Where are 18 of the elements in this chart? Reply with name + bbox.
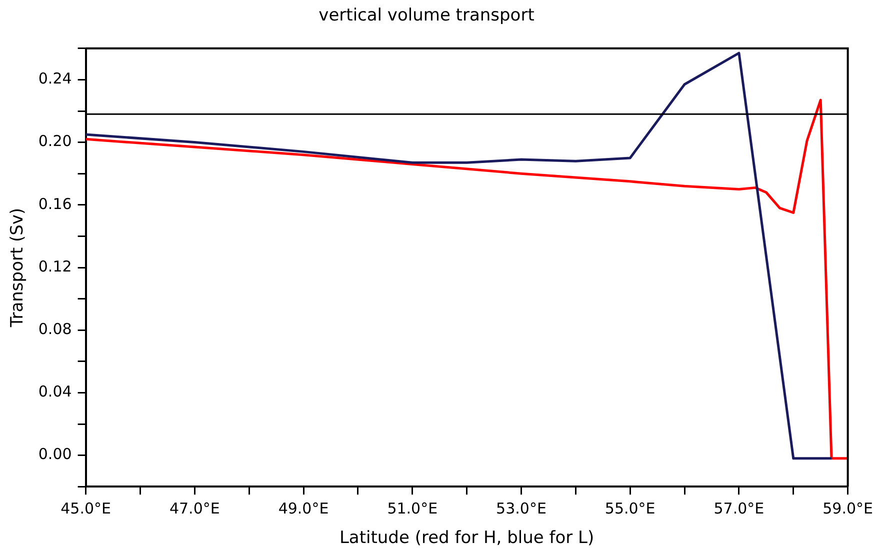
- x-tick-label: 51.0°E: [387, 499, 438, 518]
- y-tick-label: 0.08: [38, 320, 72, 338]
- x-tick-label: 49.0°E: [278, 499, 329, 518]
- y-tick-label: 0.16: [38, 194, 72, 213]
- y-tick-label: 0.12: [38, 257, 72, 276]
- y-tick-label: 0.00: [38, 445, 72, 464]
- y-tick-label: 0.04: [38, 382, 72, 401]
- x-tick-label: 53.0°E: [496, 499, 546, 518]
- chart-title: vertical volume transport: [318, 6, 535, 26]
- x-tick-label: 57.0°E: [714, 499, 764, 518]
- x-tick-label: 59.0°E: [822, 499, 874, 518]
- x-tick-label: 45.0°E: [60, 499, 111, 518]
- y-tick-label: 0.24: [38, 70, 72, 88]
- x-tick-label: 55.0°E: [604, 499, 656, 518]
- y-axis-title: Transport (Sv): [8, 208, 28, 328]
- x-tick-label: 47.0°E: [169, 499, 220, 518]
- x-axis-title: Latitude (red for H, blue for L): [339, 528, 594, 548]
- y-tick-label: 0.20: [38, 132, 72, 150]
